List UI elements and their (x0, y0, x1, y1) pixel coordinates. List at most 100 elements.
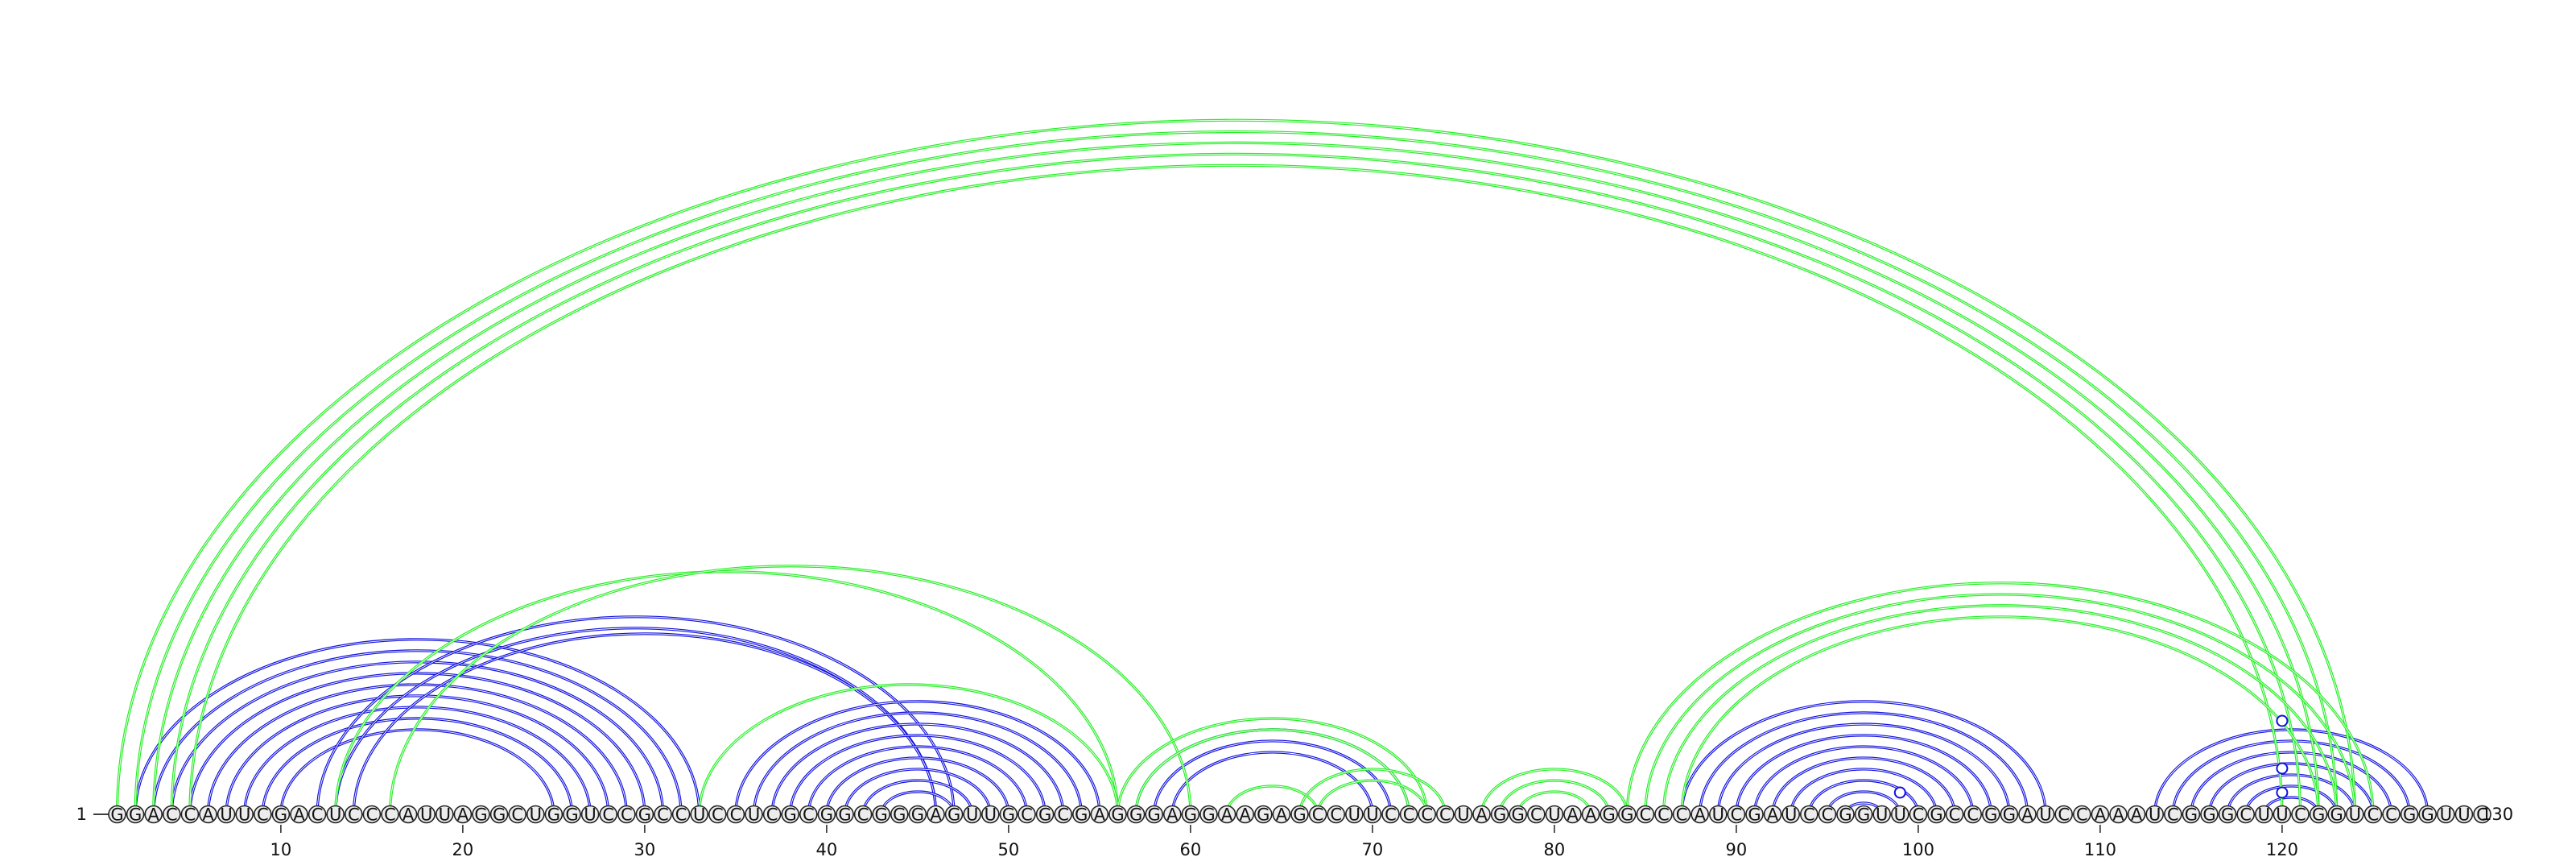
nucleotide-letter: G (1748, 805, 1761, 825)
nucleotide-circle (944, 805, 964, 824)
base-pair-arc (334, 570, 1120, 815)
nucleotide-letter: G (1038, 805, 1051, 825)
nucleotide-circle (1035, 805, 1055, 824)
nucleotide-15: C (362, 805, 382, 825)
nucleotide-78: G (1509, 805, 1527, 825)
nucleotide-circle (2073, 805, 2091, 824)
nucleotide-circle (872, 805, 890, 824)
nucleotide-letter: G (474, 805, 487, 825)
nucleotide-letter: C (675, 805, 687, 825)
nucleotide-circle (908, 805, 927, 824)
nucleotide-letter: U (985, 805, 997, 825)
nucleotide-letter: C (657, 805, 669, 825)
base-pair-arc-inner (807, 746, 1027, 815)
noncanonical-marker (1893, 786, 1906, 799)
base-pair-arc-inner (1171, 751, 1373, 815)
green-helix-9 (698, 683, 1120, 815)
nucleotide-letter: C (857, 805, 869, 825)
nucleotide-letter: A (293, 805, 305, 825)
nucleotide-letter: C (730, 805, 742, 825)
nucleotide-letter: C (1439, 805, 1451, 825)
nucleotide-82: A (1581, 805, 1600, 825)
nucleotide-48: U (963, 805, 981, 825)
nucleotide-letter: C (1421, 805, 1433, 825)
nucleotide-45: G (908, 805, 927, 825)
nucleotide-letter: G (110, 805, 123, 825)
nucleotide-3: A (144, 805, 163, 825)
nucleotide-circle (580, 805, 600, 824)
nucleotide-letter: G (1984, 805, 1997, 825)
nucleotide-letter: G (2185, 805, 2198, 825)
nucleotide-circle (1727, 805, 1746, 824)
nucleotide-40: G (817, 805, 836, 825)
nucleotide-21: G (472, 805, 490, 825)
nucleotide-circle (690, 805, 709, 824)
nucleotide-circle (1563, 805, 1582, 824)
nucleotide-89: U (1709, 805, 1728, 825)
nucleotide-118: C (2236, 805, 2255, 825)
nucleotide-letter: U (1712, 805, 1724, 825)
nucleotide-85: C (1636, 805, 1655, 825)
nucleotide-117: G (2218, 805, 2237, 825)
blue-helix-3 (734, 700, 1101, 815)
nucleotide-circle (1763, 805, 1782, 824)
position-axis: 10 20 30 40 50 60 70 80 90 100 110 120 (270, 825, 2298, 857)
nucleotide-circle (799, 805, 818, 824)
noncanonical-marker (2276, 786, 2289, 799)
nucleotide-23: C (508, 805, 527, 825)
nucleotide-98: U (1872, 805, 1891, 825)
nucleotide-circle (526, 805, 545, 824)
nucleotide-64: G (1254, 805, 1273, 825)
nucleotide-letter: C (348, 805, 360, 825)
nucleotide-letter: A (1166, 805, 1179, 825)
nucleotide-letter: U (1366, 805, 1378, 825)
nucleotide-circle (1108, 805, 1127, 824)
base-pair-arc-inner (881, 791, 955, 815)
nucleotide-circle (2127, 805, 2146, 824)
green-helix-7 (115, 118, 2356, 815)
nucleotide-75: U (1454, 805, 1473, 825)
nucleotide-letter: C (511, 805, 523, 825)
nucleotide-circle (745, 805, 763, 824)
nucleotide-circle (253, 805, 272, 824)
base-pair-arc-inner (390, 565, 1191, 815)
nucleotide-circle (927, 805, 945, 824)
noncanonical-marker (2276, 762, 2289, 775)
base-pair-arc-inner (753, 712, 1082, 815)
nucleotide-circle (981, 805, 1000, 824)
base-pair-arc-inner (1699, 712, 2028, 815)
nucleotide-76: A (1472, 805, 1491, 825)
nucleotide-circle (2255, 805, 2273, 824)
nucleotide-43: G (872, 805, 890, 825)
base-pair-arc-inner (1626, 582, 2374, 815)
tick-120: 120 (2266, 825, 2298, 857)
base-pair-arc-inner (134, 130, 2338, 815)
nucleotide-letter: G (1293, 805, 1306, 825)
base-pair-arc-inner (153, 142, 2319, 815)
nucleotide-14: C (344, 805, 363, 825)
blue-helix-4 (1134, 728, 1410, 815)
nucleotide-114: C (2164, 805, 2182, 825)
nucleotide-51: C (1018, 805, 1036, 825)
base-pair-arc-inner (2227, 774, 2355, 815)
nucleotide-letter: C (621, 805, 633, 825)
nucleotide-letter: U (220, 805, 232, 825)
nucleotide-circle (1054, 805, 1072, 824)
nucleotide-70: U (1363, 805, 1382, 825)
tick-10: 10 (270, 825, 291, 857)
nucleotide-circle (453, 805, 473, 824)
nucleotide-60: G (1181, 805, 1200, 825)
nucleotide-13: U (326, 805, 345, 825)
nucleotide-letter: A (202, 805, 214, 825)
nucleotide-circle (108, 805, 126, 824)
base-pair-arc (698, 683, 1120, 815)
nucleotide-36: U (745, 805, 763, 825)
nucleotide-letter: U (530, 805, 542, 825)
nucleotide-circle (2000, 805, 2019, 824)
nucleotide-letter: C (1385, 805, 1397, 825)
nucleotide-circle (362, 805, 382, 824)
tick-label: 60 (1180, 840, 1202, 857)
nucleotide-letter: C (1640, 805, 1652, 825)
nucleotide-50: G (999, 805, 1018, 825)
nucleotide-letter: C (1057, 805, 1069, 825)
